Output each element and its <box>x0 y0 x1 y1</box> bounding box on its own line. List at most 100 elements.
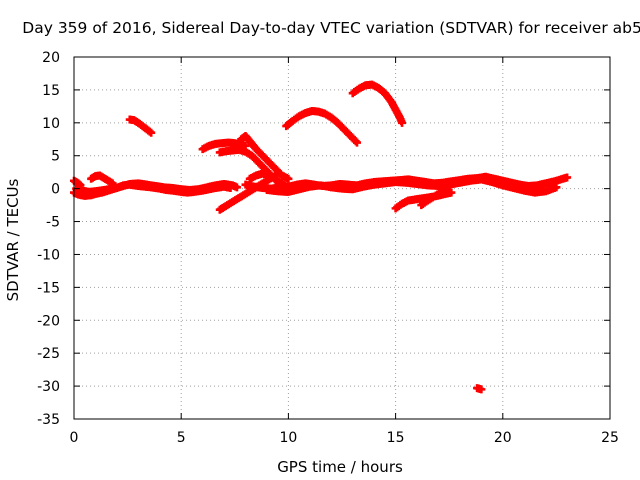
data-point <box>380 89 389 98</box>
data-point <box>327 113 336 122</box>
data-point <box>455 178 464 187</box>
data-point <box>228 181 237 190</box>
data-point <box>262 185 271 194</box>
data-point <box>398 199 407 208</box>
data-point <box>226 199 235 208</box>
data-point <box>447 188 456 197</box>
data-point <box>477 175 486 184</box>
data-point <box>202 183 211 192</box>
data-point <box>160 183 169 192</box>
data-point <box>78 186 87 195</box>
data-point <box>436 188 445 197</box>
data-point <box>271 174 280 183</box>
data-point <box>117 182 126 191</box>
chart-title: Day 359 of 2016, Sidereal Day-to-day VTE… <box>22 19 640 37</box>
data-point <box>391 178 400 187</box>
y-tick-label: -10 <box>37 247 60 263</box>
y-tick-label: 20 <box>42 50 60 66</box>
data-point <box>211 181 220 190</box>
data-point <box>288 116 297 125</box>
ticks: 0 5 10 15 20 25 20 15 10 5 0 -5 -10 -15 -20 -25 -30 -35 <box>37 50 619 446</box>
data-point <box>398 118 407 127</box>
x-tick-label: 5 <box>177 430 186 446</box>
data-point <box>466 176 475 185</box>
data-point <box>413 195 422 204</box>
data-point <box>413 180 422 189</box>
data-point <box>245 187 254 196</box>
data-point <box>295 112 304 121</box>
data-point <box>301 108 310 117</box>
data-point <box>380 179 389 188</box>
data-point <box>230 139 239 148</box>
data-point <box>215 148 224 157</box>
data-point <box>541 179 550 188</box>
data-point <box>423 181 432 190</box>
data-point <box>488 178 497 187</box>
data-point <box>76 181 85 190</box>
data-point <box>215 205 224 214</box>
data-point <box>125 180 134 189</box>
data-point <box>305 182 314 191</box>
data-point <box>340 125 349 134</box>
data-point <box>100 185 109 194</box>
data-point <box>359 182 368 191</box>
grid <box>74 57 610 419</box>
data-point <box>423 196 432 205</box>
data-point <box>108 179 117 188</box>
data-point <box>434 182 443 191</box>
data-point <box>338 184 346 193</box>
y-tick-label: -25 <box>37 346 60 362</box>
data-point <box>147 128 156 137</box>
data-point <box>252 171 261 180</box>
data-point <box>241 180 250 189</box>
data-point <box>142 180 151 189</box>
plot-frame <box>73 56 611 420</box>
data-point <box>348 89 357 98</box>
y-axis-label: SDTVAR / TECUs <box>4 178 22 301</box>
data-point <box>87 174 96 183</box>
y-tick-label: 5 <box>51 149 60 165</box>
data-point <box>258 169 267 178</box>
y-tick-label: -30 <box>37 379 60 395</box>
x-tick-label: 15 <box>387 430 405 446</box>
y-tick-label: -35 <box>37 412 60 428</box>
data-point <box>138 122 147 131</box>
data-point <box>258 179 267 188</box>
y-tick-label: -20 <box>37 313 60 329</box>
data-point <box>391 204 400 213</box>
data-point <box>142 125 151 134</box>
data-point <box>402 178 411 187</box>
data-point <box>374 83 383 92</box>
data-point <box>284 174 293 183</box>
data-point <box>355 84 364 93</box>
y-tick-label: 15 <box>42 83 60 99</box>
data-point <box>346 131 355 140</box>
data-point <box>327 183 336 192</box>
data-point <box>241 131 250 140</box>
data-point <box>368 80 377 89</box>
data-point <box>348 185 357 194</box>
data-point <box>177 185 186 194</box>
data-point <box>232 183 241 192</box>
data-point <box>284 183 293 192</box>
x-axis-label: GPS time / hours <box>277 458 403 476</box>
data-point <box>245 174 254 183</box>
data-point <box>391 105 400 114</box>
x-tick-label: 20 <box>494 430 512 446</box>
data-point <box>541 187 550 196</box>
data-point <box>533 181 542 190</box>
data-point <box>220 180 229 189</box>
y-tick-label: -5 <box>46 215 60 231</box>
data-point <box>194 185 203 194</box>
data-point <box>237 135 246 144</box>
data-point <box>370 180 379 189</box>
data-point <box>387 97 396 106</box>
x-tick-label: 25 <box>601 430 619 446</box>
data-point <box>333 118 342 127</box>
data-point <box>205 141 214 150</box>
data-point <box>520 186 529 195</box>
data-points <box>70 80 572 394</box>
data-point <box>134 118 143 127</box>
data-point <box>258 151 267 160</box>
